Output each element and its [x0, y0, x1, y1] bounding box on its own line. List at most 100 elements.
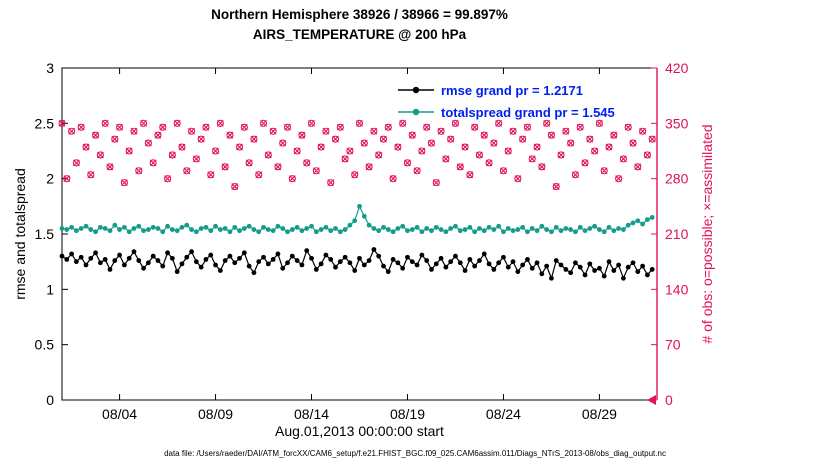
obs-assimilated-marker	[610, 131, 618, 139]
obs-assimilated-marker	[279, 139, 287, 147]
obs-assimilated-marker	[461, 143, 469, 151]
totalspread-marker	[337, 229, 343, 235]
rmse-marker	[246, 263, 252, 269]
rmse-marker	[78, 254, 84, 260]
rmse-marker	[601, 273, 607, 279]
obs-assimilated-marker	[389, 175, 397, 183]
rmse-marker	[549, 275, 554, 281]
totalspread-marker	[169, 227, 175, 232]
obs-possible-marker	[427, 139, 436, 147]
obs-possible-marker	[298, 131, 306, 139]
obs-possible-marker	[178, 143, 186, 151]
rmse-marker	[568, 270, 574, 276]
obs-assimilated-marker	[576, 123, 584, 131]
obs-assimilated-marker	[500, 167, 507, 175]
totalspread-marker	[318, 227, 324, 232]
obs-possible-marker	[250, 135, 258, 143]
obs-possible-marker	[562, 127, 570, 135]
rmse-marker	[539, 271, 545, 277]
rmse-marker	[285, 260, 290, 266]
obs-assimilated-marker	[620, 155, 627, 163]
totalspread-marker	[265, 227, 271, 232]
obs-possible-marker	[274, 163, 282, 171]
obs-possible-marker	[591, 147, 599, 155]
rmse-marker	[251, 270, 257, 276]
rmse-marker	[189, 249, 194, 255]
right-axis-zero-marker	[647, 395, 656, 405]
right-tick-label: 420	[665, 60, 689, 76]
obs-possible-marker	[346, 147, 354, 155]
obs-assimilated-marker	[312, 167, 320, 175]
obs-assimilated-marker	[504, 147, 512, 155]
obs-assimilated-marker	[159, 123, 167, 131]
rmse-marker	[486, 261, 492, 267]
totalspread-marker	[165, 223, 170, 229]
obs-possible-marker	[116, 123, 124, 131]
rmse-marker	[491, 267, 497, 272]
obs-possible-marker	[639, 127, 647, 135]
totalspread-marker	[145, 227, 151, 232]
obs-possible-marker	[471, 123, 479, 131]
obs-assimilated-marker	[212, 147, 219, 155]
obs-assimilated-marker	[120, 179, 128, 187]
obs-assimilated-marker	[298, 131, 306, 139]
rmse-marker	[241, 250, 247, 256]
totalspread-marker	[577, 224, 583, 230]
obs-possible-marker	[413, 167, 421, 175]
totalspread-marker	[376, 228, 382, 234]
obs-assimilated-marker	[332, 135, 339, 143]
totalspread-marker	[280, 226, 286, 231]
obs-possible-marker	[423, 123, 431, 131]
totalspread-marker	[505, 226, 511, 231]
obs-possible-marker	[322, 127, 330, 135]
totalspread-marker	[256, 229, 262, 235]
obs-possible-marker	[293, 147, 301, 155]
obs-assimilated-marker	[509, 127, 517, 135]
totalspread-marker	[429, 228, 434, 234]
totalspread-marker	[59, 226, 65, 231]
totalspread-marker	[534, 228, 540, 234]
rmse-marker	[376, 253, 382, 259]
obs-possible-marker	[72, 159, 80, 167]
obs-possible-marker	[312, 167, 320, 175]
rmse-marker	[179, 261, 185, 267]
totalspread-marker	[481, 228, 487, 234]
obs-possible-marker	[235, 143, 244, 151]
obs-possible-marker	[192, 155, 200, 163]
obs-assimilated-marker	[480, 131, 488, 139]
obs-assimilated-marker	[615, 175, 623, 183]
totalspread-marker	[203, 224, 209, 230]
totalspread-marker	[150, 224, 156, 230]
obs-possible-marker	[648, 135, 656, 143]
obs-possible-marker	[480, 131, 488, 139]
obs-assimilated-marker	[596, 119, 603, 127]
obs-assimilated-marker	[284, 123, 291, 131]
obs-assimilated-marker	[548, 131, 555, 139]
obs-possible-marker	[567, 139, 575, 147]
obs-assimilated-marker	[524, 123, 531, 131]
totalspread-marker	[597, 227, 602, 232]
obs-possible-marker	[485, 159, 493, 167]
rmse-marker	[371, 247, 377, 252]
rmse-marker	[453, 253, 458, 259]
totalspread-marker	[501, 229, 506, 235]
left-tick-label: 1.5	[35, 226, 55, 242]
obs-possible-marker	[101, 119, 109, 127]
obs-assimilated-marker	[423, 123, 431, 131]
totalspread-marker	[304, 226, 310, 231]
chart-title-line1: Northern Hemisphere 38926 / 38966 = 99.8…	[211, 7, 508, 22]
obs-assimilated-marker	[648, 135, 656, 143]
obs-possible-marker	[605, 143, 613, 151]
obs-assimilated-marker	[557, 151, 565, 159]
totalspread-marker	[261, 224, 266, 230]
obs-possible-marker	[288, 175, 296, 183]
obs-possible-marker	[216, 119, 224, 127]
obs-assimilated-marker	[216, 119, 224, 127]
rmse-marker	[573, 260, 578, 266]
totalspread-marker	[189, 227, 194, 232]
totalspread-marker	[64, 227, 70, 232]
totalspread-marker	[630, 220, 636, 226]
obs-assimilated-marker	[418, 147, 426, 155]
totalspread-marker	[611, 228, 617, 234]
